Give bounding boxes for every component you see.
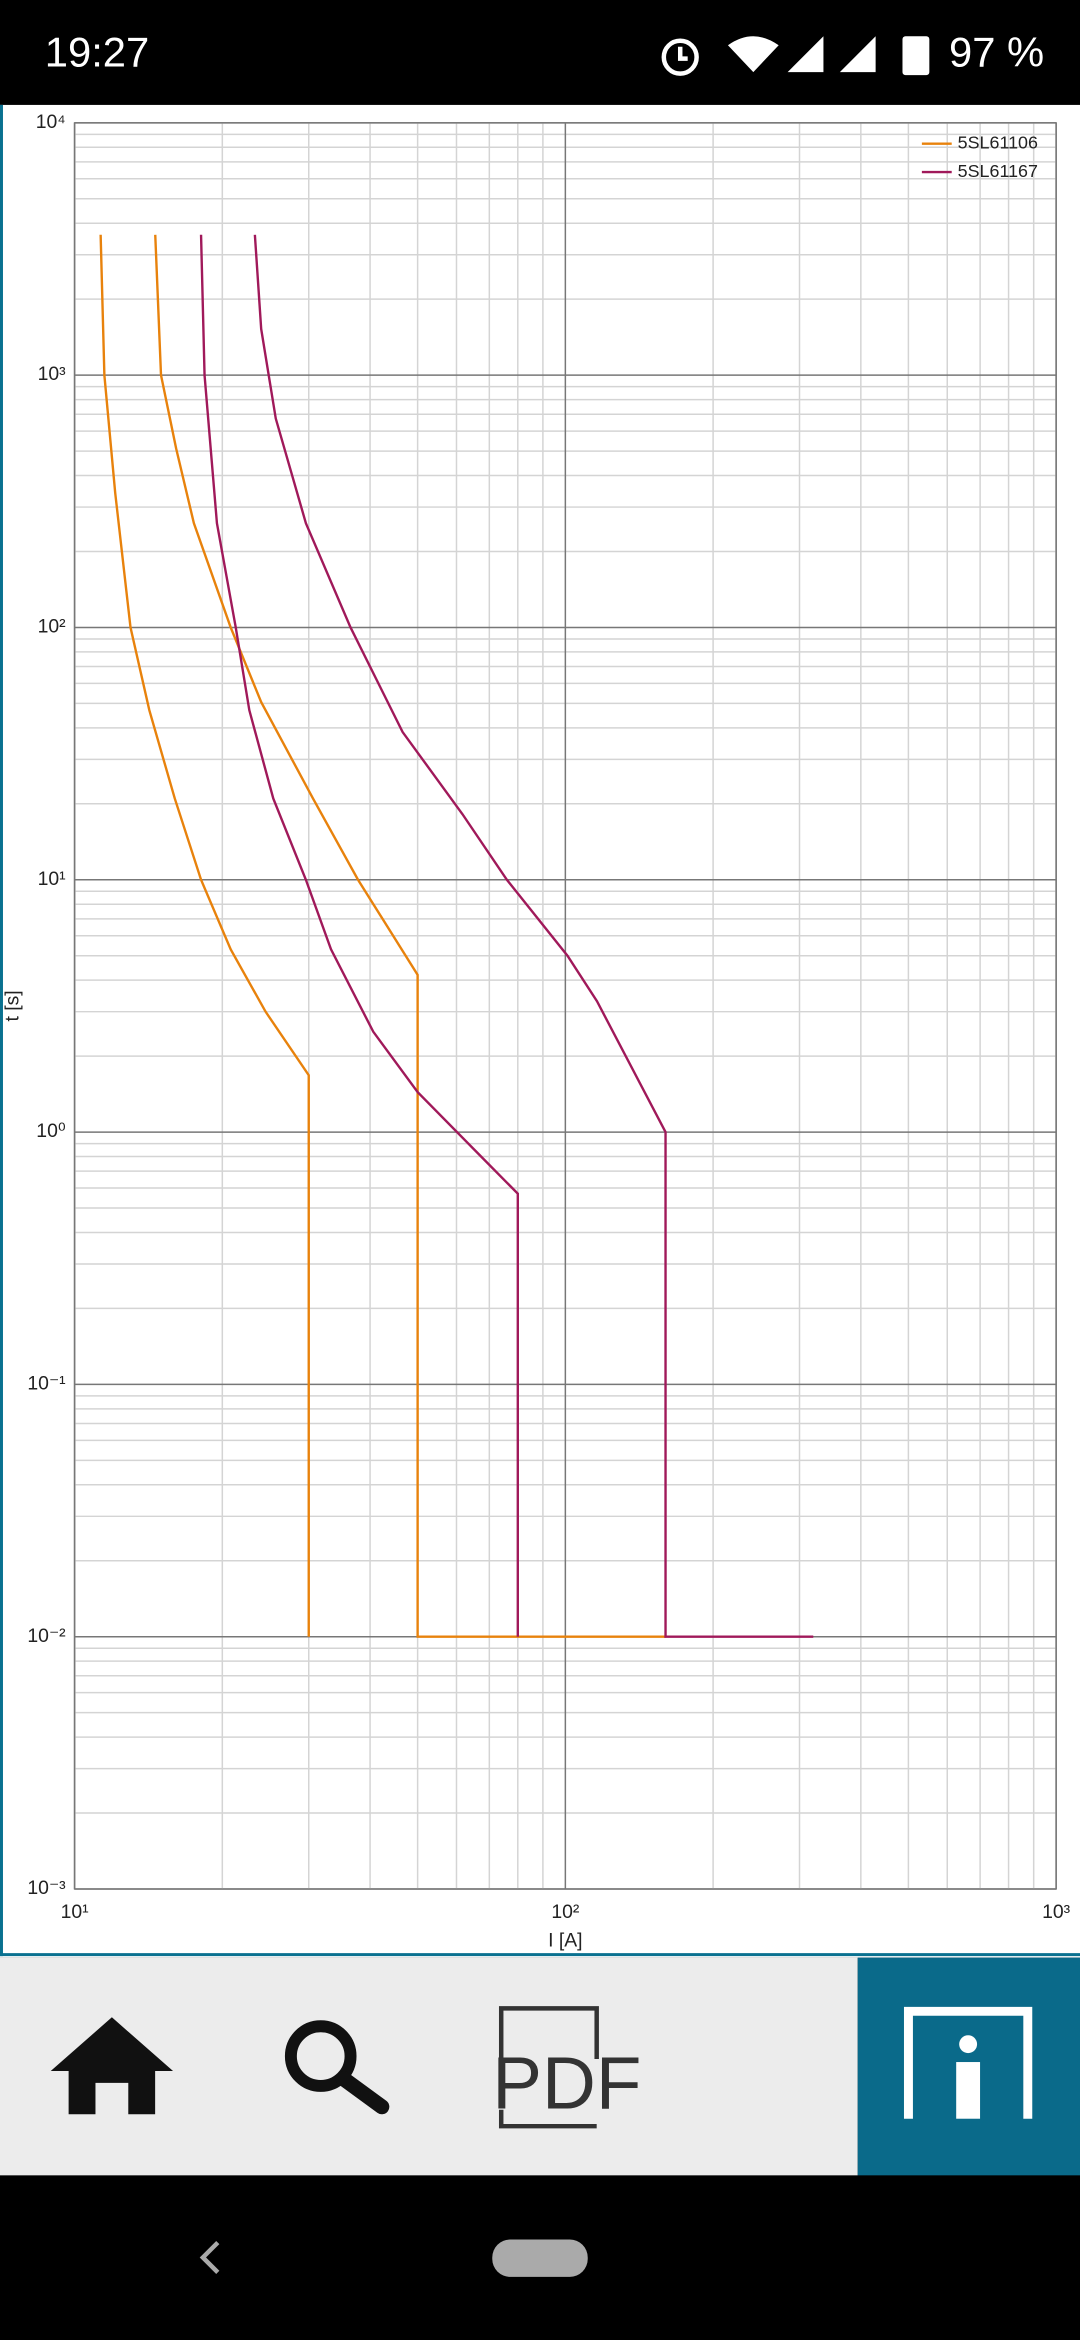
status-bar: [0, 0, 1080, 105]
signal-icon: [787, 36, 824, 73]
battery-icon: [902, 36, 930, 76]
curve: [154, 234, 666, 1638]
info-icon: [903, 2006, 1033, 2119]
y-tick-label: 10²: [38, 616, 67, 638]
clock: 19:27: [45, 29, 149, 76]
home-pill[interactable]: [492, 2239, 588, 2277]
battery-level: 97 %: [949, 29, 1044, 76]
y-tick-label: 10¹: [38, 868, 67, 890]
curve: [99, 234, 310, 1637]
y-tick-label: 10³: [38, 363, 67, 385]
y-tick-label: 10⁰: [36, 1120, 65, 1142]
y-tick-label: 10⁻²: [27, 1625, 66, 1647]
pdf-button[interactable]: PDF: [492, 2006, 641, 2129]
x-tick-label: 10³: [1042, 1901, 1071, 1923]
y-tick-label: 10⁻³: [27, 1877, 66, 1899]
y-tick-label: 10⁴: [36, 111, 66, 133]
x-tick-label: 10¹: [61, 1901, 90, 1923]
wifi-icon: [727, 36, 779, 73]
x-tick-label: 10²: [551, 1901, 580, 1923]
x-axis-label: I [A]: [548, 1929, 582, 1951]
legend-label: 5SL61106: [958, 132, 1038, 152]
y-axis-label: t [s]: [2, 990, 24, 1021]
home-button[interactable]: [50, 2017, 174, 2115]
curve: [199, 234, 519, 1637]
legend-label: 5SL61167: [958, 161, 1038, 181]
back-button[interactable]: [199, 2240, 220, 2274]
curve: [253, 234, 814, 1638]
alarm-icon: [661, 38, 699, 76]
pdf-label: PDF: [492, 2041, 641, 2125]
search-button[interactable]: [284, 2020, 390, 2115]
y-tick-label: 10⁻¹: [27, 1373, 66, 1395]
signal-icon: [839, 36, 876, 73]
plot: 10¹ 10² 10³ 10⁻³ 10⁻² 10⁻¹ 10⁰ 10¹ 10² 10³ 10⁴ 5SL6…: [27, 111, 1070, 1923]
